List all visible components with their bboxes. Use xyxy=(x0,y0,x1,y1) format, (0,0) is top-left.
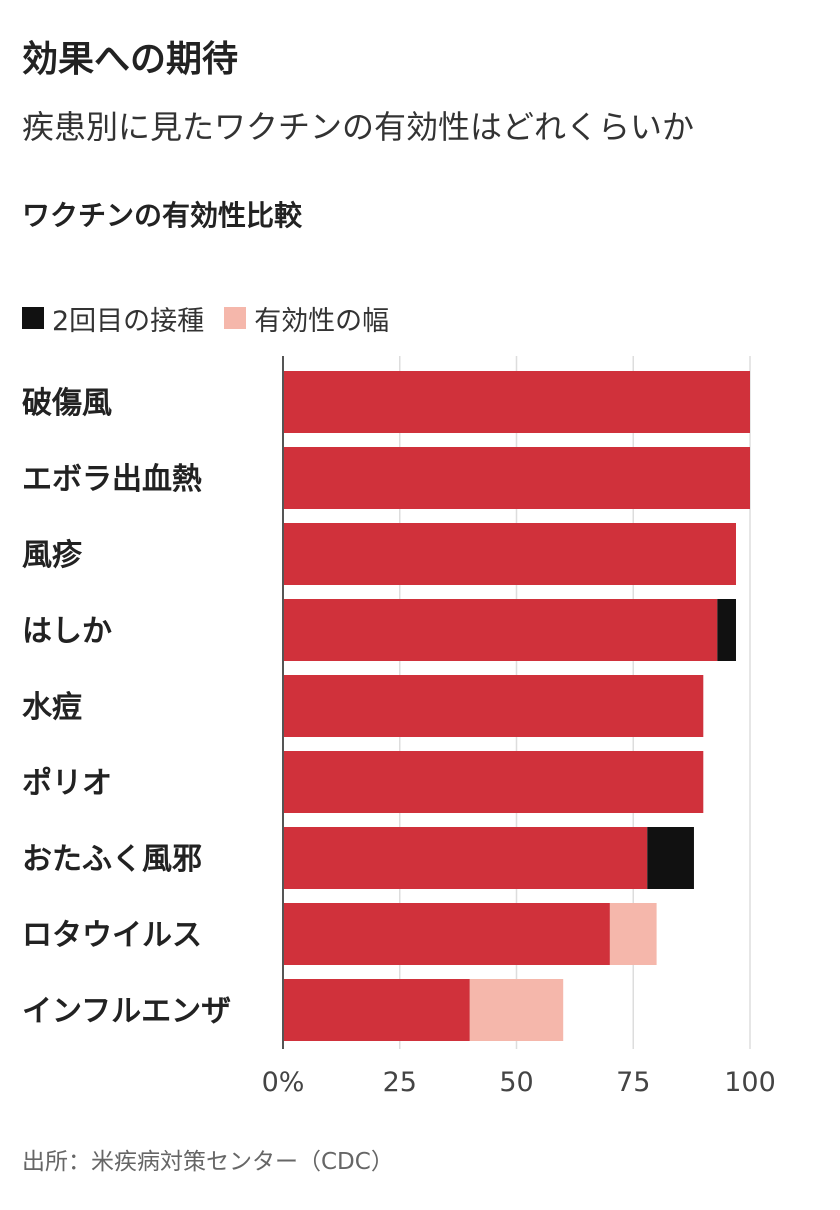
bar-4-series-0 xyxy=(283,675,704,737)
category-label-4: 水痘 xyxy=(22,690,82,725)
subhead: 疾患別に見たワクチンの有効性はどれくらいか xyxy=(22,108,695,146)
bar-7-series-2 xyxy=(609,903,657,965)
bar-8-series-0 xyxy=(283,979,470,1041)
bar-0-series-0 xyxy=(283,371,750,433)
x-tick-label-0: 0% xyxy=(262,1067,305,1098)
bars xyxy=(283,371,750,1041)
legend-swatch-second-dose xyxy=(22,307,44,329)
bar-6-series-1 xyxy=(647,827,694,889)
category-label-6: おたふく風邪 xyxy=(22,842,202,877)
bar-2-series-0 xyxy=(283,523,736,585)
bar-7-series-0 xyxy=(283,903,610,965)
category-label-7: ロタウイルス xyxy=(22,918,202,953)
category-label-5: ポリオ xyxy=(22,766,112,801)
bar-1-series-0 xyxy=(283,447,750,509)
x-tick-label-25: 25 xyxy=(383,1067,417,1098)
category-label-1: エボラ出血熱 xyxy=(22,462,202,497)
legend-swatch-efficacy-range xyxy=(224,307,247,329)
legend-label-efficacy-range: 有効性の幅 xyxy=(254,305,390,337)
legend-item-efficacy-range: 有効性の幅 xyxy=(224,299,389,338)
bar-5-series-0 xyxy=(283,751,704,813)
x-tick-label-50: 50 xyxy=(499,1067,533,1098)
x-tick-label-100: 100 xyxy=(724,1067,776,1098)
source-note: 出所：米疾病対策センター（CDC） xyxy=(22,1149,394,1175)
bar-3-series-1 xyxy=(717,599,736,661)
bar-8-series-2 xyxy=(469,979,564,1041)
category-label-8: インフルエンザ xyxy=(22,994,231,1029)
bar-3-series-0 xyxy=(283,599,718,661)
category-label-0: 破傷風 xyxy=(22,386,112,421)
headline: 効果への期待 xyxy=(22,39,239,80)
tick-labels: 0% 25 50 75 100 xyxy=(262,1067,776,1098)
x-tick-label-75: 75 xyxy=(616,1067,650,1098)
legend: 2回目の接種 有効性の幅 xyxy=(22,299,409,338)
chart-title: ワクチンの有効性比較 xyxy=(22,199,303,232)
bar-6-series-0 xyxy=(283,827,648,889)
category-label-3: はしか xyxy=(22,614,112,649)
legend-label-second-dose: 2回目の接種 xyxy=(52,305,205,337)
legend-item-second-dose: 2回目の接種 xyxy=(22,299,204,338)
category-label-2: 風疹 xyxy=(22,538,83,573)
